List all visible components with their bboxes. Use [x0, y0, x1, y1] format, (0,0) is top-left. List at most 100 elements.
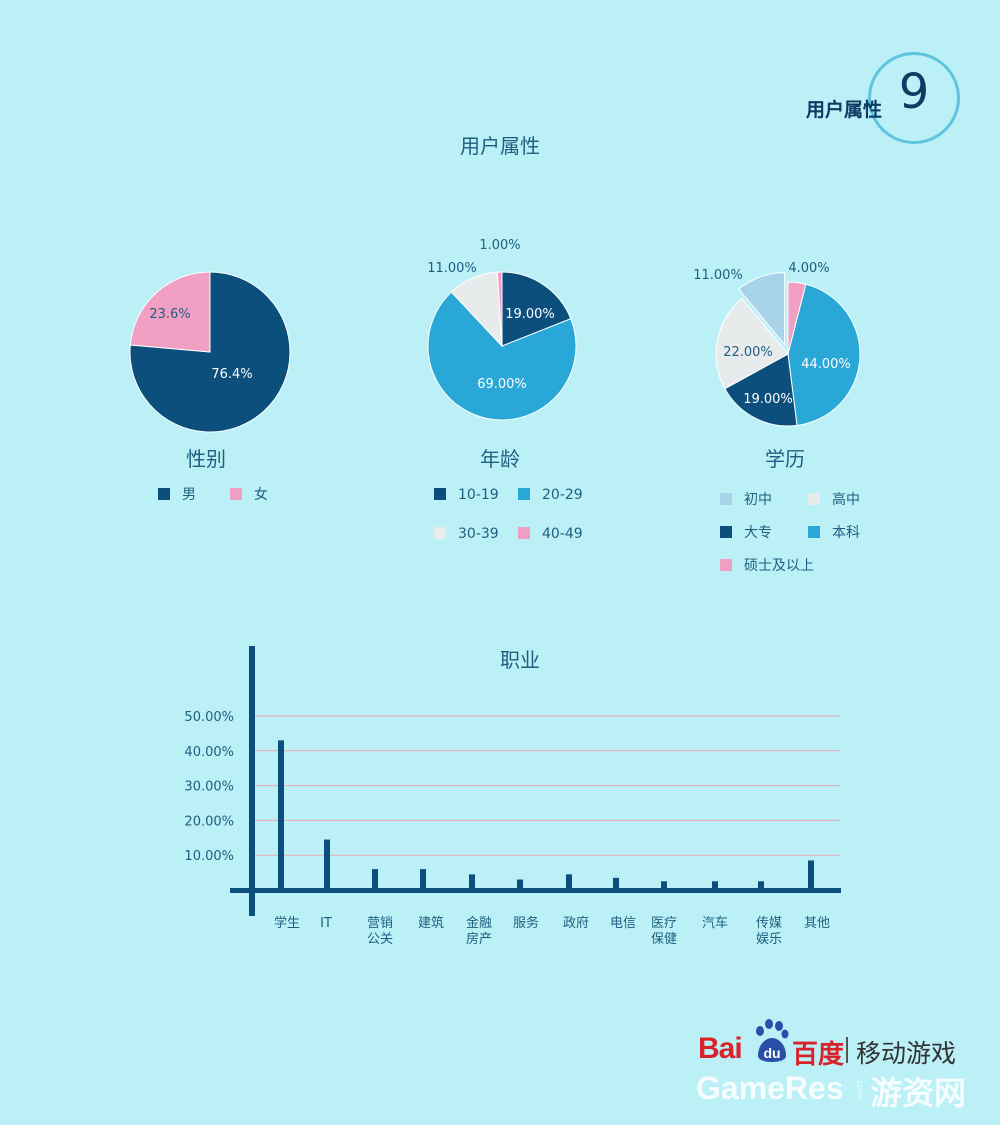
legend-label: 40-49	[542, 526, 583, 542]
legend-item: 初中	[720, 491, 772, 509]
pie-slice	[501, 271, 572, 347]
bar	[712, 881, 718, 890]
pie-data-label: 4.00%	[788, 261, 829, 276]
pie-data-label: 19.00%	[743, 392, 793, 407]
bar	[469, 874, 475, 890]
bar	[566, 874, 572, 890]
legend-label: 本科	[832, 525, 860, 541]
pie-slice	[427, 291, 577, 421]
pie-gender: 76.4% 23.6%	[129, 271, 291, 433]
y-tick-label: 40.00%	[184, 745, 234, 760]
x-axis	[230, 888, 841, 893]
pie-data-label: 1.00%	[479, 238, 520, 253]
x-tick-label: 电信	[610, 916, 636, 931]
legend-label: 20-29	[542, 487, 583, 503]
y-axis	[249, 646, 255, 916]
x-tick-label: IT	[320, 916, 332, 931]
bar	[420, 869, 426, 890]
logo-bai-text: Bai	[698, 1032, 743, 1065]
y-tick-label: 50.00%	[184, 710, 234, 725]
legend-label: 硕士及以上	[744, 558, 814, 574]
page-number: 9	[898, 64, 930, 120]
pie-data-label: 11.00%	[427, 261, 477, 276]
bar	[278, 740, 284, 890]
legend-swatch	[158, 488, 170, 500]
pie-data-label: 76.4%	[211, 367, 252, 382]
legend-swatch	[720, 526, 732, 538]
pie-data-label: 19.00%	[505, 307, 555, 322]
x-tick-label: 金融房产	[466, 915, 492, 947]
legend-label: 女	[254, 487, 268, 503]
legend-item: 硕士及以上	[720, 557, 814, 575]
y-tick-label: 30.00%	[184, 780, 234, 795]
x-tick-label: 其他	[804, 916, 830, 931]
pie-slice	[715, 297, 789, 390]
logo-divider	[846, 1037, 848, 1063]
pie-data-label: 69.00%	[477, 377, 527, 392]
pie-data-label: 22.00%	[723, 345, 773, 360]
logo-subtitle: 移动游戏	[856, 1039, 957, 1068]
pie-charts-svg: 76.4%23.6% 19.00%69.00%11.00%1.00% 4.00%…	[129, 238, 861, 433]
legend-label: 30-39	[458, 526, 499, 542]
watermark-com: com	[854, 1080, 864, 1100]
pie-education-title: 学历	[765, 447, 805, 471]
pie-data-label: 44.00%	[801, 357, 851, 372]
legend-swatch	[434, 527, 446, 539]
legend-item: 本科	[808, 524, 860, 542]
legend-swatch	[808, 493, 820, 505]
legend-item: 40-49	[518, 525, 583, 543]
legend-item: 大专	[720, 524, 772, 542]
pie-slice	[724, 353, 798, 427]
bar	[661, 881, 667, 890]
legend-swatch	[518, 527, 530, 539]
pie-age: 19.00% 69.00% 11.00%1.00%	[427, 238, 577, 421]
legend-item: 30-39	[434, 525, 499, 543]
pie-slice	[496, 271, 503, 347]
legend-swatch	[720, 559, 732, 571]
logo-du-text: du	[763, 1045, 780, 1061]
bar	[517, 879, 523, 890]
legend-item: 20-29	[518, 486, 583, 504]
bar	[613, 877, 619, 890]
x-tick-label: 服务	[513, 915, 539, 931]
legend-label: 男	[182, 487, 196, 503]
bar	[758, 881, 764, 890]
logo-cn-text: 百度	[792, 1040, 845, 1070]
pie-education: 4.00% 44.00% 19.00% 22.00% 11.00%	[693, 261, 861, 427]
page-number-circle	[868, 52, 960, 144]
x-tick-label: 传媒娱乐	[756, 916, 782, 947]
pie-data-label: 23.6%	[149, 307, 190, 322]
pie-gender-title: 性别	[186, 447, 226, 471]
y-tick-label: 20.00%	[184, 814, 234, 829]
watermark-text: GameRes	[696, 1070, 844, 1106]
legend-label: 大专	[744, 525, 772, 541]
legend-item: 男	[158, 486, 196, 504]
baidu-logo: Bai du 百度 移动游戏	[698, 1018, 998, 1070]
pie-data-label: 11.00%	[693, 268, 743, 283]
bar-chart-plot: 10.00% 20.00% 30.00% 40.00% 50.00% 学生 IT 营销公关 建筑…	[184, 646, 841, 947]
legend-item: 10-19	[434, 486, 499, 504]
x-tick-label: 医疗保健	[651, 916, 677, 947]
bar	[372, 869, 378, 890]
baidu-paw-icon: du	[756, 1019, 789, 1062]
legend-label: 10-19	[458, 487, 499, 503]
pie-age-title: 年龄	[480, 447, 520, 471]
legend-item: 高中	[808, 491, 860, 509]
x-tick-label: 学生	[274, 915, 300, 931]
bar	[808, 860, 814, 890]
x-tick-label: 营销公关	[367, 916, 393, 947]
pie-slice	[129, 271, 211, 353]
legend-swatch	[808, 526, 820, 538]
page-title: 用户属性	[460, 134, 540, 158]
section-badge-label: 用户属性	[806, 99, 883, 121]
occupation-bar-chart: 10.00% 20.00% 30.00% 40.00% 50.00% 学生 IT 营销公关 建筑…	[184, 646, 841, 947]
x-tick-label: 建筑	[418, 915, 444, 931]
legend-label: 初中	[744, 492, 772, 508]
legend-swatch	[720, 493, 732, 505]
pie-slice	[738, 272, 786, 346]
legend-swatch	[518, 488, 530, 500]
bar	[324, 839, 330, 890]
legend-item: 女	[230, 486, 268, 504]
x-tick-label: 汽车	[702, 915, 728, 931]
legend-swatch	[434, 488, 446, 500]
